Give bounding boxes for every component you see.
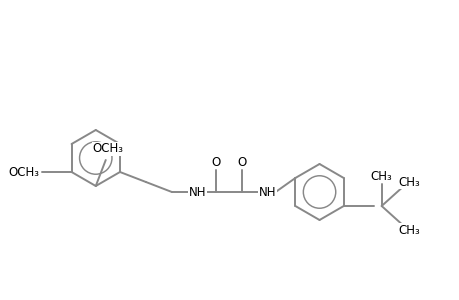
Text: CH₃: CH₃ [370, 169, 392, 182]
Text: NH: NH [189, 187, 206, 200]
Text: OCH₃: OCH₃ [9, 166, 39, 178]
Text: OCH₃: OCH₃ [92, 142, 123, 155]
Text: CH₃: CH₃ [398, 176, 420, 188]
Text: O: O [236, 155, 246, 169]
Text: CH₃: CH₃ [398, 224, 420, 236]
Text: O: O [211, 155, 220, 169]
Text: NH: NH [258, 187, 276, 200]
